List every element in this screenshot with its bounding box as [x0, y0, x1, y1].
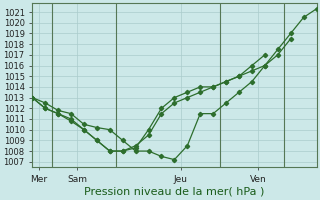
- X-axis label: Pression niveau de la mer( hPa ): Pression niveau de la mer( hPa ): [84, 187, 265, 197]
